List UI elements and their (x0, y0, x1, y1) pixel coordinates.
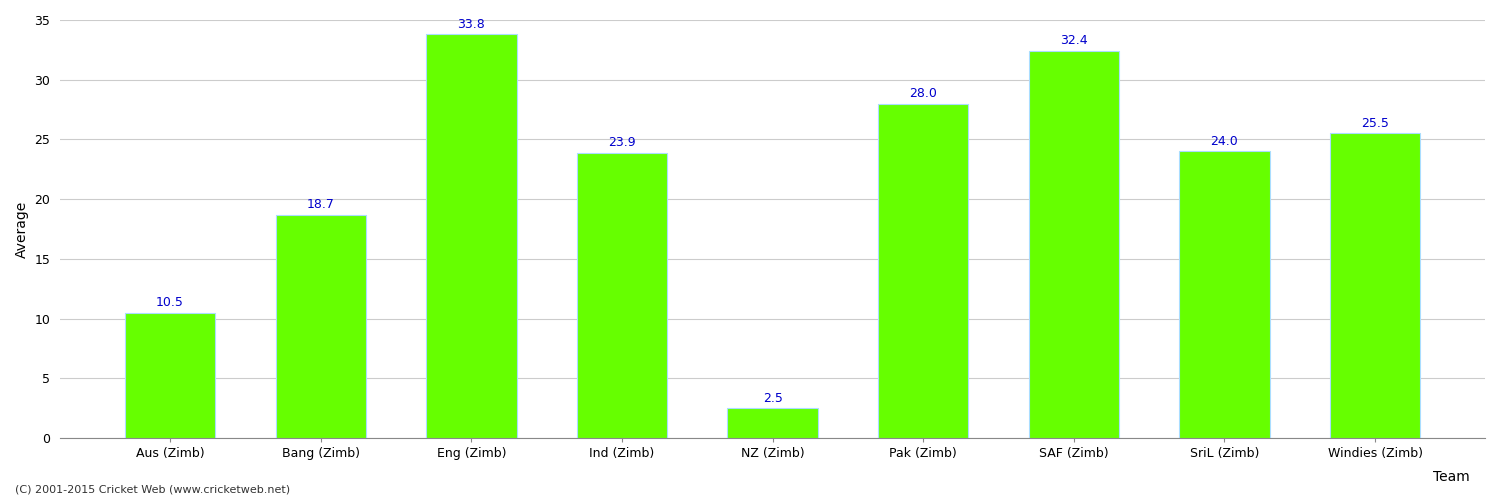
Y-axis label: Average: Average (15, 200, 28, 258)
Bar (728, 408, 818, 438)
Bar (276, 214, 366, 438)
Text: 25.5: 25.5 (1360, 117, 1389, 130)
Bar (124, 312, 216, 438)
Text: 32.4: 32.4 (1060, 34, 1088, 48)
Text: 28.0: 28.0 (909, 87, 938, 100)
Bar (426, 34, 516, 438)
Text: 18.7: 18.7 (308, 198, 334, 211)
Text: Team: Team (1434, 470, 1470, 484)
Text: 10.5: 10.5 (156, 296, 184, 309)
Bar (1330, 134, 1420, 438)
Bar (1179, 152, 1269, 438)
Bar (878, 104, 969, 438)
Text: (C) 2001-2015 Cricket Web (www.cricketweb.net): (C) 2001-2015 Cricket Web (www.cricketwe… (15, 485, 290, 495)
Bar (578, 152, 668, 438)
Text: 24.0: 24.0 (1210, 135, 1239, 148)
Bar (1029, 51, 1119, 438)
Text: 2.5: 2.5 (762, 392, 783, 404)
Text: 23.9: 23.9 (608, 136, 636, 149)
Text: 33.8: 33.8 (458, 18, 484, 30)
